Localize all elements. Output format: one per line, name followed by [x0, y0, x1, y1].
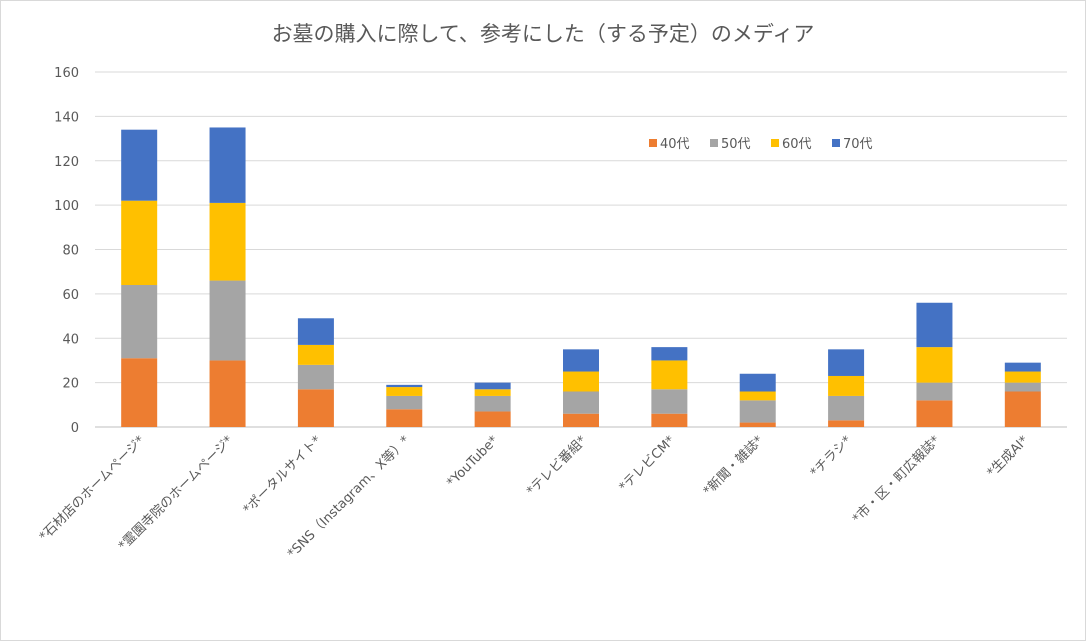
bar-segment	[563, 371, 599, 392]
bar-segment	[386, 387, 423, 396]
bar-segment	[739, 400, 776, 423]
bar-segment	[209, 127, 246, 203]
bar-segment	[297, 344, 334, 365]
legend-label: 50代	[721, 137, 751, 152]
bar-segment	[828, 420, 865, 427]
y-tick-label: 140	[54, 110, 79, 125]
y-tick-label: 40	[62, 332, 79, 347]
bar-segment	[297, 389, 334, 427]
bar-segment	[121, 200, 158, 285]
x-category-label: *YouTube*	[444, 433, 502, 491]
bar-segment	[739, 422, 776, 427]
legend-swatch	[832, 139, 840, 147]
bar-segment	[651, 413, 688, 427]
bar-segment	[563, 391, 599, 414]
y-tick-label: 160	[54, 66, 79, 81]
bar-segment	[121, 285, 158, 359]
bar-segment	[386, 409, 423, 427]
bar-segment	[1004, 382, 1041, 392]
bar-segment	[121, 129, 158, 201]
x-category-label: *市・区・町広報誌*	[849, 432, 943, 526]
bar-segment	[474, 411, 511, 427]
bar-segment	[916, 382, 953, 401]
bar-segment	[1004, 371, 1041, 383]
bar-segment	[563, 413, 599, 427]
x-category-label: *テレビ番組*	[524, 433, 590, 499]
x-category-label: *ポータルサイト*	[241, 433, 325, 517]
x-category-label: *チラシ*	[808, 433, 856, 481]
bar-segment	[739, 391, 776, 401]
bar-segment	[297, 364, 334, 390]
bar-segment	[916, 302, 953, 348]
bar-segment	[828, 349, 865, 376]
bar-segment	[739, 373, 776, 392]
legend-swatch	[649, 139, 657, 147]
bar-segment	[651, 347, 688, 361]
x-category-label: *テレビCM*	[616, 433, 678, 495]
y-tick-label: 0	[71, 421, 79, 436]
bar-segment	[209, 202, 246, 281]
bar-segment	[563, 349, 599, 372]
y-tick-label: 80	[62, 244, 79, 259]
bar-segment	[1004, 362, 1041, 372]
x-category-label: *新聞・雑誌*	[700, 432, 767, 499]
legend-label: 60代	[782, 137, 812, 152]
bar-segment	[1004, 391, 1041, 427]
bar-segment	[209, 280, 246, 361]
y-tick-label: 100	[54, 199, 79, 214]
x-category-label: *生成AI*	[984, 433, 1032, 481]
y-tick-label: 20	[62, 377, 79, 392]
bar-segment	[828, 395, 865, 421]
bar-segment	[828, 375, 865, 396]
bar-segment	[474, 382, 511, 390]
legend-swatch	[710, 139, 718, 147]
legend-label: 70代	[843, 137, 873, 152]
bar-segment	[651, 360, 688, 390]
bar-segment	[121, 358, 158, 427]
bar-segment	[651, 389, 688, 414]
bar-segment	[209, 360, 246, 427]
bar-segment	[916, 347, 953, 383]
y-tick-label: 120	[54, 155, 79, 170]
bar-segment	[474, 395, 511, 412]
chart-title: お墓の購入に際して、参考にした（する予定）のメディア	[271, 22, 815, 46]
legend-label: 40代	[660, 137, 690, 152]
bar-segment	[386, 395, 423, 410]
bar-segment	[916, 400, 953, 427]
bar-segment	[474, 389, 511, 396]
bar-segment	[386, 384, 423, 388]
bar-segment	[297, 318, 334, 345]
legend-swatch	[771, 139, 779, 147]
y-tick-label: 60	[62, 288, 79, 303]
